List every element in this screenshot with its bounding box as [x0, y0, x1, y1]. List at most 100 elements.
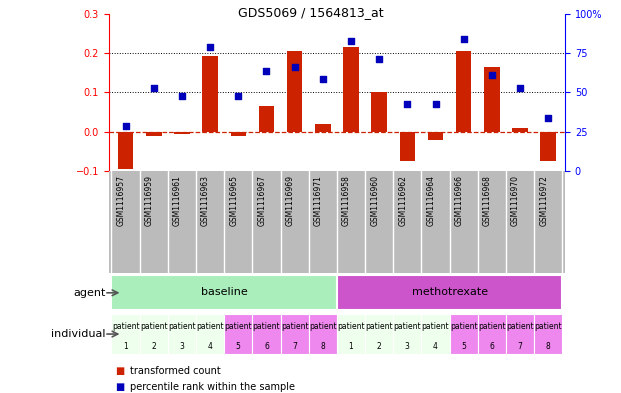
Text: baseline: baseline: [201, 287, 248, 297]
Bar: [337, 314, 365, 354]
Bar: [118, 132, 134, 169]
Text: patient: patient: [168, 322, 196, 331]
Point: [205, 44, 215, 50]
Bar: [506, 314, 534, 354]
Bar: [478, 314, 506, 354]
Text: 2: 2: [152, 342, 156, 351]
Point: [318, 75, 328, 82]
Bar: [512, 128, 528, 132]
Text: GSM1116964: GSM1116964: [427, 175, 435, 226]
Point: [459, 36, 469, 42]
Text: GSM1116967: GSM1116967: [258, 175, 266, 226]
Bar: [450, 314, 478, 354]
Bar: [309, 314, 337, 354]
Text: GSM1116970: GSM1116970: [511, 175, 520, 226]
Bar: [540, 132, 556, 161]
Text: 5: 5: [236, 342, 241, 351]
Point: [177, 93, 187, 99]
Point: [543, 115, 553, 121]
Text: 8: 8: [546, 342, 551, 351]
Text: GSM1116966: GSM1116966: [455, 175, 464, 226]
Bar: [365, 314, 393, 354]
Text: patient: patient: [506, 322, 534, 331]
Text: GSM1116957: GSM1116957: [117, 175, 125, 226]
Bar: [343, 47, 359, 132]
Text: GDS5069 / 1564813_at: GDS5069 / 1564813_at: [238, 6, 383, 19]
Text: patient: patient: [365, 322, 393, 331]
Point: [515, 85, 525, 92]
Text: patient: patient: [140, 322, 168, 331]
Bar: [112, 314, 140, 354]
Text: patient: patient: [281, 322, 309, 331]
Bar: [337, 275, 562, 310]
Bar: [230, 132, 246, 136]
Bar: [456, 51, 471, 132]
Bar: [281, 314, 309, 354]
Text: patient: patient: [422, 322, 450, 331]
Bar: [428, 132, 443, 140]
Text: ■: ■: [115, 382, 124, 392]
Text: 3: 3: [179, 342, 184, 351]
Bar: [202, 56, 218, 132]
Bar: [112, 275, 337, 310]
Point: [289, 64, 299, 70]
Text: patient: patient: [478, 322, 505, 331]
Text: ■: ■: [115, 366, 124, 376]
Text: patient: patient: [112, 322, 139, 331]
Text: patient: patient: [394, 322, 421, 331]
Bar: [484, 67, 500, 132]
Bar: [259, 106, 274, 132]
Text: GSM1116971: GSM1116971: [314, 175, 323, 226]
Bar: [224, 314, 252, 354]
Bar: [534, 314, 562, 354]
Point: [430, 101, 440, 107]
Text: 1: 1: [123, 342, 128, 351]
Bar: [399, 132, 415, 161]
Text: 2: 2: [377, 342, 381, 351]
Text: GSM1116958: GSM1116958: [342, 175, 351, 226]
Text: 4: 4: [207, 342, 212, 351]
Text: patient: patient: [535, 322, 562, 331]
Text: GSM1116959: GSM1116959: [145, 175, 154, 226]
Text: GSM1116961: GSM1116961: [173, 175, 182, 226]
Bar: [287, 51, 302, 132]
Text: agent: agent: [73, 288, 106, 298]
Text: GSM1116972: GSM1116972: [539, 175, 548, 226]
Bar: [422, 314, 450, 354]
Text: 4: 4: [433, 342, 438, 351]
Bar: [371, 92, 387, 132]
Text: GSM1116960: GSM1116960: [370, 175, 379, 226]
Text: 8: 8: [320, 342, 325, 351]
Bar: [174, 132, 189, 134]
Text: GSM1116962: GSM1116962: [398, 175, 407, 226]
Bar: [315, 124, 330, 132]
Text: GSM1116965: GSM1116965: [229, 175, 238, 226]
Bar: [252, 314, 281, 354]
Text: patient: patient: [309, 322, 337, 331]
Text: 7: 7: [292, 342, 297, 351]
Text: GSM1116963: GSM1116963: [201, 175, 210, 226]
Text: patient: patient: [253, 322, 280, 331]
Text: 6: 6: [489, 342, 494, 351]
Point: [233, 93, 243, 99]
Text: transformed count: transformed count: [130, 366, 221, 376]
Text: patient: patient: [224, 322, 252, 331]
Text: patient: patient: [450, 322, 478, 331]
Text: individual: individual: [51, 329, 106, 339]
Text: GSM1116968: GSM1116968: [483, 175, 492, 226]
Bar: [140, 314, 168, 354]
Point: [402, 101, 412, 107]
Point: [374, 56, 384, 62]
Text: patient: patient: [337, 322, 365, 331]
Text: methotrexate: methotrexate: [412, 287, 487, 297]
Point: [120, 123, 130, 129]
Bar: [146, 132, 161, 136]
Bar: [168, 314, 196, 354]
Text: GSM1116969: GSM1116969: [286, 175, 294, 226]
Point: [261, 68, 271, 74]
Text: 5: 5: [461, 342, 466, 351]
Point: [487, 72, 497, 78]
Text: percentile rank within the sample: percentile rank within the sample: [130, 382, 296, 392]
Text: 7: 7: [517, 342, 522, 351]
Text: 3: 3: [405, 342, 410, 351]
